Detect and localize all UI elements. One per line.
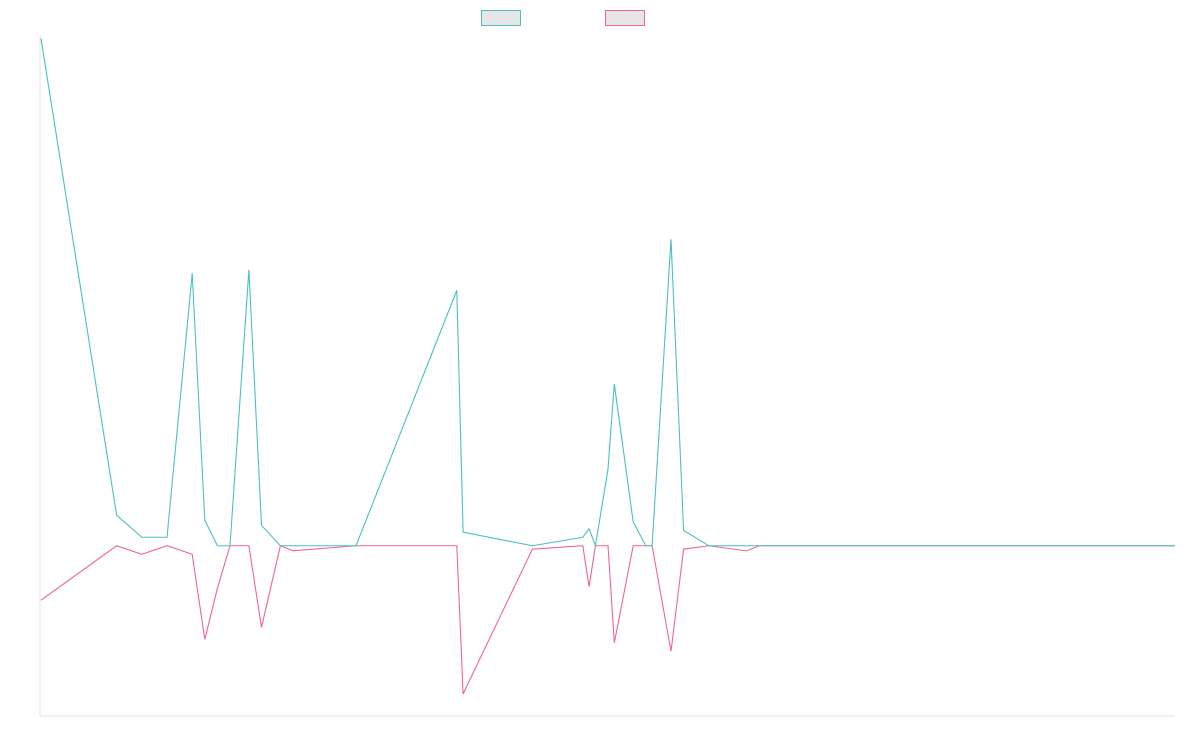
series-line-1 [40,38,1175,548]
legend-swatch-2 [605,10,645,26]
legend-swatch-1 [481,10,521,26]
series-line-2 [40,544,1175,695]
legend-item-2 [605,10,645,26]
legend-item-1 [481,10,521,26]
